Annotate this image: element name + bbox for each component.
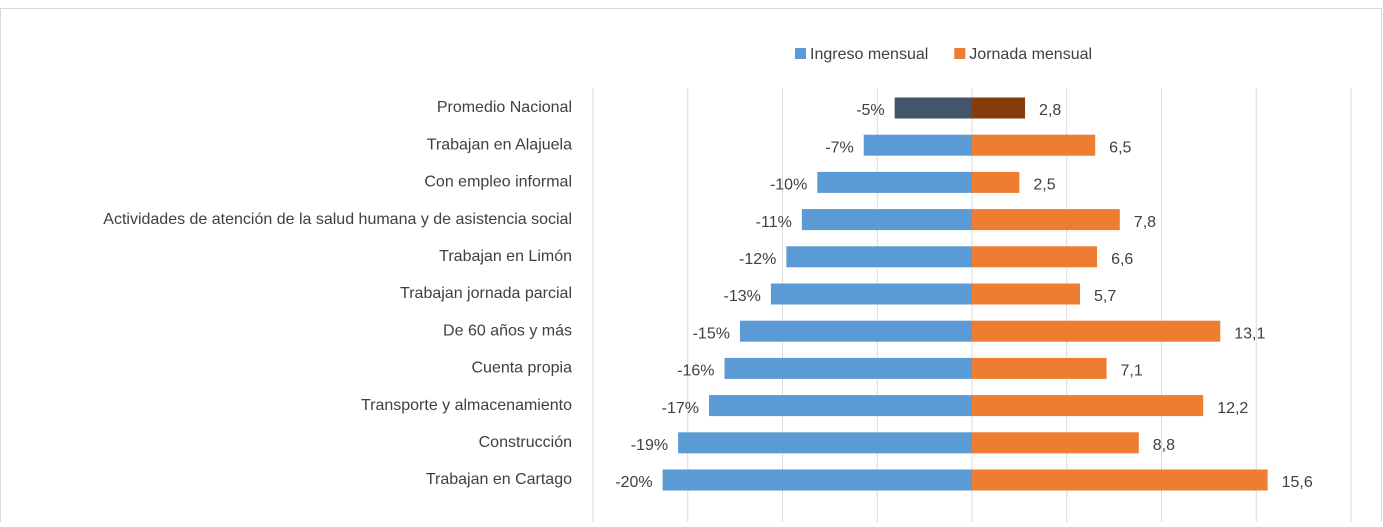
value-label: 2,8: [1039, 102, 1061, 119]
value-label: -10%: [770, 177, 807, 194]
value-label: -15%: [693, 325, 730, 342]
bar: [863, 134, 972, 156]
category-label: Transporte y almacenamiento: [361, 397, 572, 414]
bar: [972, 395, 1204, 417]
bar: [724, 357, 972, 379]
category-label: Promedio Nacional: [437, 99, 572, 116]
value-label: 2,5: [1033, 177, 1055, 194]
value-label: 7,1: [1121, 363, 1143, 380]
bar: [972, 320, 1221, 342]
category-label: De 60 años y más: [443, 322, 572, 339]
bar: [972, 283, 1081, 305]
value-label: 12,2: [1217, 400, 1248, 417]
value-label: 5,7: [1094, 288, 1116, 305]
value-label: 8,8: [1153, 437, 1175, 454]
category-label: Construcción: [479, 434, 572, 451]
bar: [972, 357, 1107, 379]
value-label: 6,5: [1109, 139, 1131, 156]
value-label: -13%: [724, 288, 761, 305]
bar: [972, 209, 1120, 231]
legend-swatch: [954, 48, 966, 59]
bar: [801, 209, 972, 231]
value-label: 6,6: [1111, 251, 1133, 268]
value-label: -12%: [739, 251, 776, 268]
bar: [972, 432, 1139, 454]
value-label: -19%: [631, 437, 668, 454]
legend-label: Jornada mensual: [969, 46, 1092, 63]
bar: [972, 246, 1098, 268]
bar: [662, 469, 972, 491]
category-label: Actividades de atención de la salud huma…: [103, 211, 572, 228]
bar: [972, 171, 1020, 193]
bar: [972, 469, 1268, 491]
bar: [972, 97, 1026, 119]
category-label: Trabajan en Alajuela: [427, 136, 572, 153]
bar: [709, 395, 972, 417]
value-label: -11%: [756, 214, 792, 231]
bar: [739, 320, 972, 342]
bar: [972, 134, 1096, 156]
bar: [786, 246, 972, 268]
category-label: Cuenta propia: [471, 360, 572, 377]
legend-label: Ingreso mensual: [810, 46, 928, 63]
category-label: Trabajan en Cartago: [426, 471, 572, 488]
value-label: 13,1: [1234, 325, 1265, 342]
category-label: Trabajan jornada parcial: [400, 285, 572, 302]
bar: [894, 97, 972, 119]
category-label: Con empleo informal: [424, 174, 572, 191]
bar: [678, 432, 972, 454]
category-label: Trabajan en Limón: [439, 248, 572, 265]
legend-swatch: [795, 48, 806, 59]
value-label: 7,8: [1134, 214, 1156, 231]
value-label: -7%: [825, 139, 853, 156]
bar: [770, 283, 972, 305]
value-label: -16%: [677, 363, 714, 380]
value-label: -17%: [662, 400, 699, 417]
bar: [817, 171, 972, 193]
value-label: -20%: [615, 474, 652, 491]
value-label: 15,6: [1282, 474, 1313, 491]
value-label: -5%: [856, 102, 884, 119]
